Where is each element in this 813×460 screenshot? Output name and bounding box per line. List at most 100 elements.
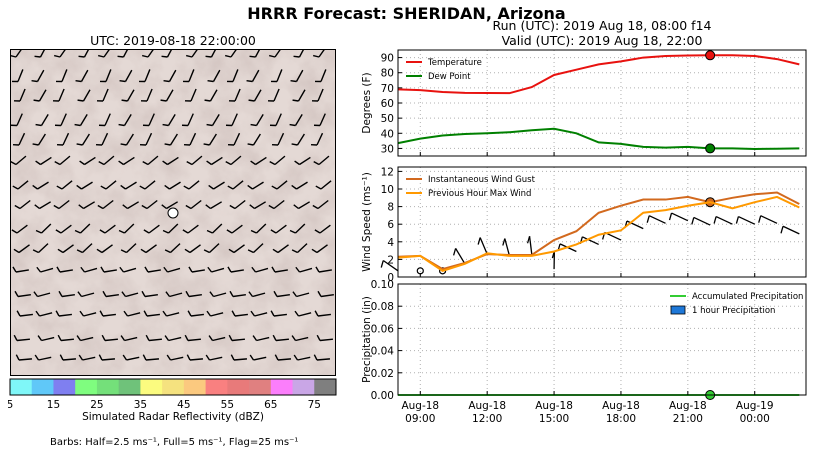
map-barb: [33, 89, 47, 102]
y-tick-label: 0.08: [371, 301, 394, 313]
map-barb: [100, 180, 117, 190]
map-barb: [292, 291, 310, 298]
map-barb: [101, 334, 119, 342]
y-axis-label: Degrees (F): [361, 72, 373, 133]
map-barb: [162, 156, 179, 166]
colorbar-swatch: [270, 379, 293, 395]
map-time-label: UTC: 2019-08-18 22:00:00: [90, 33, 256, 48]
colorbar-tick-label: 25: [90, 399, 103, 411]
map-barb: [79, 156, 96, 166]
map-barb: [165, 291, 183, 298]
map-barb: [272, 334, 290, 342]
x-tick-label: 00:00: [740, 413, 770, 425]
map-barb: [313, 49, 326, 58]
map-barb: [206, 310, 224, 317]
map-barb: [12, 180, 29, 190]
map-barb: [142, 49, 155, 58]
map-barb: [34, 354, 52, 361]
map-barb: [314, 69, 327, 83]
map-barb: [74, 223, 91, 234]
map-barb: [250, 156, 267, 166]
y-tick-label: 12: [381, 166, 394, 178]
map-barb: [183, 132, 197, 146]
map-barb: [10, 155, 27, 166]
series-wind-barb: [713, 216, 733, 225]
y-tick-label: 0.00: [371, 390, 394, 402]
map-barb: [55, 310, 72, 317]
map-barb: [295, 266, 313, 273]
map-barb: [250, 113, 264, 127]
colorbar-swatch: [249, 379, 272, 395]
map-barb: [96, 244, 113, 254]
map-barb: [145, 334, 163, 342]
series-wind-barb: [646, 215, 666, 224]
x-tick-label: Aug-18: [669, 400, 707, 412]
x-tick-label: Aug-18: [468, 400, 506, 412]
map-barb: [269, 155, 286, 166]
map-barb: [139, 132, 153, 146]
colorbar-swatch: [140, 379, 163, 395]
map-barb: [311, 88, 324, 102]
map-barb: [316, 334, 334, 342]
y-tick-label: 50: [381, 113, 394, 125]
colorbar-tick-label: 15: [47, 399, 60, 411]
series-wind-barb: [758, 215, 778, 224]
colorbar-swatch: [314, 379, 337, 395]
map-barb: [208, 181, 225, 190]
panel-frame: [397, 283, 807, 396]
map-barb: [12, 266, 29, 273]
y-tick-label: 8: [387, 202, 394, 214]
map-barb: [187, 310, 204, 317]
map-barb: [162, 223, 179, 234]
legend-label: Accumulated Precipitation: [692, 292, 803, 302]
map-barb: [53, 199, 70, 210]
y-tick-label: 0.10: [371, 279, 394, 291]
panel-frame: [397, 49, 807, 157]
map-barb: [15, 354, 33, 361]
map-barb: [317, 290, 334, 298]
map-barb: [294, 310, 312, 317]
map-barb: [313, 155, 330, 166]
map-barb: [10, 49, 23, 58]
map-barb: [32, 181, 49, 190]
map-barb: [162, 310, 180, 317]
map-barb: [185, 290, 202, 298]
map-barb: [13, 334, 31, 342]
valid-time-label: Valid (UTC): 2019 Aug 18, 22:00: [501, 33, 703, 48]
y-tick-label: 60: [381, 98, 394, 110]
map-barb: [33, 291, 51, 298]
map-barb: [98, 155, 115, 166]
map-barb: [164, 335, 182, 342]
legend-label: Instantaneous Wind Gust: [428, 175, 536, 185]
map-barb: [290, 69, 304, 83]
map-barb: [207, 266, 225, 273]
map-barb: [247, 243, 264, 254]
map-barb: [12, 132, 26, 146]
map-barb: [120, 181, 137, 190]
map-barb: [32, 243, 49, 254]
colorbar-swatch: [292, 379, 315, 395]
map-barb: [291, 181, 308, 190]
map-barb: [248, 291, 266, 298]
map-barb: [121, 89, 135, 102]
map-barb: [247, 181, 264, 190]
map-barb: [314, 310, 331, 317]
map-barb: [79, 310, 97, 317]
map-barb: [166, 354, 184, 361]
legend-label: Dew Point: [428, 72, 471, 82]
colorbar-swatch: [162, 379, 185, 395]
map-barb: [271, 266, 288, 273]
map-barb: [207, 69, 221, 83]
map-barb: [206, 223, 223, 234]
map-barb: [76, 133, 90, 146]
map-barb: [140, 244, 157, 254]
map-barb: [270, 310, 287, 317]
map-barb: [54, 113, 67, 127]
colorbar-tick-label: 45: [177, 399, 190, 411]
legend: Accumulated Precipitation 1 hour Precipit…: [670, 292, 803, 316]
map-barb: [96, 88, 109, 102]
panel-frame: [397, 166, 807, 278]
map-barb: [14, 290, 31, 298]
map-barb: [294, 156, 311, 166]
map-barb: [98, 49, 111, 58]
